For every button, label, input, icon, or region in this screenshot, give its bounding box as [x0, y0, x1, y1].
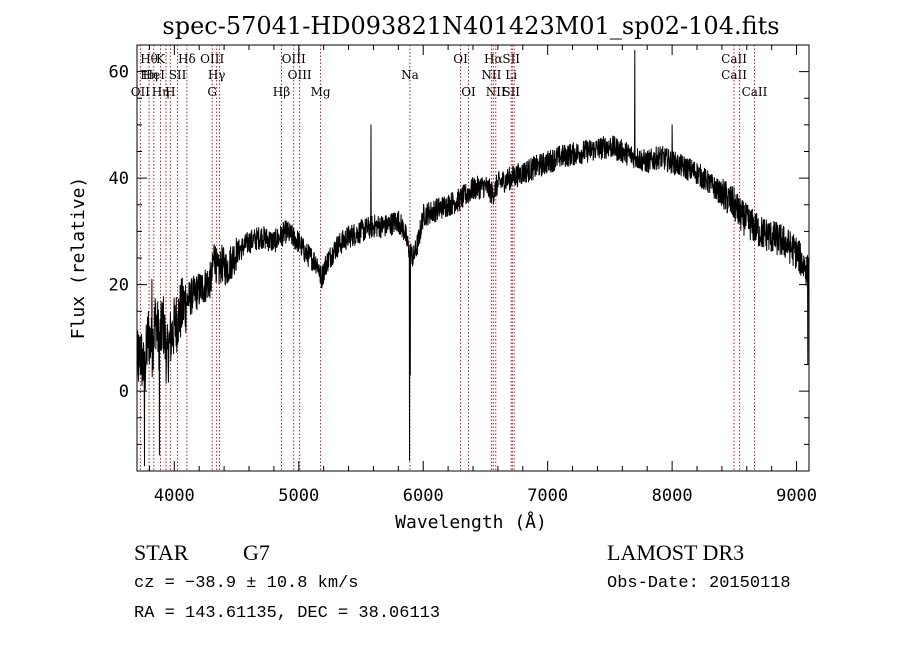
x-tick-label: 9000 — [776, 486, 817, 506]
line-label: G — [207, 85, 217, 99]
object-subclass: G7 — [243, 540, 270, 565]
spectrum-series — [136, 49, 810, 467]
line-label: SII — [502, 85, 520, 99]
line-label: Hδ — [178, 52, 196, 66]
x-tick-label: 4000 — [154, 486, 195, 506]
line-label: SII — [502, 52, 520, 66]
redshift-text: cz = −38.9 ± 10.8 km/s — [134, 574, 359, 593]
line-label: CaII — [721, 52, 747, 66]
spectrum-line — [136, 49, 810, 467]
y-tick-label: 0 — [119, 382, 129, 402]
line-label: CaII — [721, 68, 747, 82]
line-label: Hγ — [208, 68, 226, 82]
y-tick-label: 20 — [109, 276, 129, 296]
x-tick-label: 5000 — [278, 486, 319, 506]
line-label: K — [156, 52, 166, 66]
line-label: Mg — [311, 85, 331, 99]
obs-date: Obs-Date: 20150118 — [607, 574, 791, 593]
line-label: NII — [486, 85, 506, 99]
coords-text: RA = 143.61135, DEC = 38.06113 — [134, 604, 441, 623]
line-label: Li — [505, 68, 517, 82]
x-axis: 4000 5000 6000 7000 8000 9000 — [148, 45, 817, 506]
line-label: SII — [169, 68, 187, 82]
line-label: OIII — [288, 68, 312, 82]
y-axis-label: Flux (relative) — [68, 177, 89, 340]
line-label: OII — [131, 85, 151, 99]
line-label: Hβ — [273, 85, 290, 99]
y-tick-label: 40 — [109, 169, 129, 189]
line-label: Hα — [484, 52, 503, 66]
line-label: Hη — [152, 85, 170, 99]
line-label: OIII — [200, 52, 224, 66]
line-label: OI — [453, 52, 468, 66]
line-label: Na — [401, 68, 419, 82]
line-label: NII — [481, 68, 501, 82]
line-label: OI — [461, 85, 476, 99]
x-tick-label: 6000 — [403, 486, 444, 506]
survey-name: LAMOST DR3 — [607, 540, 745, 565]
x-axis-label: Wavelength (Å) — [395, 511, 547, 533]
line-label: H — [165, 85, 175, 99]
y-tick-label: 60 — [109, 63, 129, 83]
line-label: OIII — [282, 52, 306, 66]
chart-title: spec-57041-HD093821N401423M01_sp02-104.f… — [162, 12, 779, 40]
line-label: CaII — [742, 85, 768, 99]
line-label: HeI — [143, 68, 166, 82]
x-tick-label: 7000 — [527, 486, 568, 506]
object-type: STAR — [134, 540, 189, 565]
x-tick-label: 8000 — [652, 486, 693, 506]
y-axis: 0 20 40 60 — [109, 63, 809, 445]
